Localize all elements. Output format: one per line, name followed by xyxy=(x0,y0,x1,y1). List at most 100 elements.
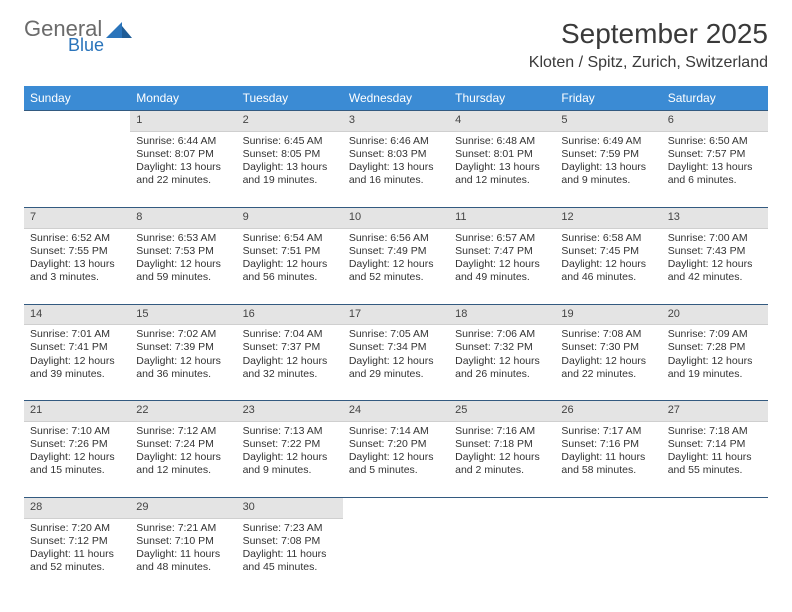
day-number-cell: 26 xyxy=(555,401,661,422)
daylight-text-2: and 3 minutes. xyxy=(30,271,124,284)
col-wednesday: Wednesday xyxy=(343,86,449,111)
sunset-text: Sunset: 7:12 PM xyxy=(30,535,124,548)
week-daynum-row: 282930 xyxy=(24,498,768,519)
day-details-cell: Sunrise: 7:17 AMSunset: 7:16 PMDaylight:… xyxy=(555,422,661,498)
daylight-text-2: and 58 minutes. xyxy=(561,464,655,477)
day-details-cell: Sunrise: 7:13 AMSunset: 7:22 PMDaylight:… xyxy=(237,422,343,498)
sunset-text: Sunset: 7:24 PM xyxy=(136,438,230,451)
sunrise-text: Sunrise: 7:00 AM xyxy=(668,232,762,245)
col-monday: Monday xyxy=(130,86,236,111)
day-number-cell: 19 xyxy=(555,304,661,325)
day-details-cell: Sunrise: 7:09 AMSunset: 7:28 PMDaylight:… xyxy=(662,325,768,401)
daylight-text-2: and 32 minutes. xyxy=(243,368,337,381)
day-number-cell: 21 xyxy=(24,401,130,422)
day-number-cell: 28 xyxy=(24,498,130,519)
sunset-text: Sunset: 7:45 PM xyxy=(561,245,655,258)
daylight-text-1: Daylight: 12 hours xyxy=(561,258,655,271)
sunrise-text: Sunrise: 7:14 AM xyxy=(349,425,443,438)
daylight-text-1: Daylight: 11 hours xyxy=(136,548,230,561)
col-tuesday: Tuesday xyxy=(237,86,343,111)
sunset-text: Sunset: 7:30 PM xyxy=(561,341,655,354)
sunset-text: Sunset: 7:28 PM xyxy=(668,341,762,354)
daylight-text-1: Daylight: 12 hours xyxy=(243,258,337,271)
sunset-text: Sunset: 7:49 PM xyxy=(349,245,443,258)
sunrise-text: Sunrise: 7:06 AM xyxy=(455,328,549,341)
day-details-cell: Sunrise: 6:58 AMSunset: 7:45 PMDaylight:… xyxy=(555,228,661,304)
sunrise-text: Sunrise: 6:45 AM xyxy=(243,135,337,148)
daylight-text-2: and 52 minutes. xyxy=(30,561,124,574)
sunset-text: Sunset: 7:59 PM xyxy=(561,148,655,161)
sunset-text: Sunset: 7:34 PM xyxy=(349,341,443,354)
day-number-cell: 15 xyxy=(130,304,236,325)
day-number-cell: 1 xyxy=(130,111,236,132)
sunset-text: Sunset: 8:05 PM xyxy=(243,148,337,161)
sunset-text: Sunset: 8:07 PM xyxy=(136,148,230,161)
sunset-text: Sunset: 7:43 PM xyxy=(668,245,762,258)
day-details-cell: Sunrise: 7:05 AMSunset: 7:34 PMDaylight:… xyxy=(343,325,449,401)
day-number-cell: 20 xyxy=(662,304,768,325)
day-number-cell: 9 xyxy=(237,207,343,228)
day-details-cell: Sunrise: 7:18 AMSunset: 7:14 PMDaylight:… xyxy=(662,422,768,498)
sunrise-text: Sunrise: 6:53 AM xyxy=(136,232,230,245)
sunset-text: Sunset: 7:26 PM xyxy=(30,438,124,451)
daylight-text-1: Daylight: 12 hours xyxy=(30,355,124,368)
day-number-cell: 6 xyxy=(662,111,768,132)
day-details-cell: Sunrise: 6:44 AMSunset: 8:07 PMDaylight:… xyxy=(130,131,236,207)
day-number-cell: 18 xyxy=(449,304,555,325)
sunrise-text: Sunrise: 7:16 AM xyxy=(455,425,549,438)
sunrise-text: Sunrise: 7:10 AM xyxy=(30,425,124,438)
sunset-text: Sunset: 7:10 PM xyxy=(136,535,230,548)
week-daynum-row: 21222324252627 xyxy=(24,401,768,422)
sunrise-text: Sunrise: 6:58 AM xyxy=(561,232,655,245)
day-number-cell: 17 xyxy=(343,304,449,325)
day-number-cell: 11 xyxy=(449,207,555,228)
sunrise-text: Sunrise: 6:57 AM xyxy=(455,232,549,245)
sunset-text: Sunset: 7:22 PM xyxy=(243,438,337,451)
day-details-cell: Sunrise: 6:52 AMSunset: 7:55 PMDaylight:… xyxy=(24,228,130,304)
day-number-cell: 16 xyxy=(237,304,343,325)
day-details-cell xyxy=(343,518,449,594)
day-details-cell: Sunrise: 7:00 AMSunset: 7:43 PMDaylight:… xyxy=(662,228,768,304)
daylight-text-1: Daylight: 13 hours xyxy=(455,161,549,174)
daylight-text-2: and 45 minutes. xyxy=(243,561,337,574)
daylight-text-1: Daylight: 12 hours xyxy=(349,258,443,271)
sunrise-text: Sunrise: 6:56 AM xyxy=(349,232,443,245)
sunset-text: Sunset: 7:16 PM xyxy=(561,438,655,451)
col-friday: Friday xyxy=(555,86,661,111)
sunset-text: Sunset: 7:51 PM xyxy=(243,245,337,258)
col-saturday: Saturday xyxy=(662,86,768,111)
sunset-text: Sunset: 7:14 PM xyxy=(668,438,762,451)
day-number-cell xyxy=(662,498,768,519)
sunrise-text: Sunrise: 6:44 AM xyxy=(136,135,230,148)
page-title: September 2025 xyxy=(529,18,768,50)
daylight-text-2: and 48 minutes. xyxy=(136,561,230,574)
day-details-cell: Sunrise: 6:49 AMSunset: 7:59 PMDaylight:… xyxy=(555,131,661,207)
daylight-text-2: and 12 minutes. xyxy=(455,174,549,187)
day-number-cell: 30 xyxy=(237,498,343,519)
logo: General Blue xyxy=(24,18,132,54)
day-number-cell: 4 xyxy=(449,111,555,132)
day-number-cell: 29 xyxy=(130,498,236,519)
sunset-text: Sunset: 7:39 PM xyxy=(136,341,230,354)
day-details-cell: Sunrise: 7:06 AMSunset: 7:32 PMDaylight:… xyxy=(449,325,555,401)
daylight-text-1: Daylight: 13 hours xyxy=(243,161,337,174)
daylight-text-1: Daylight: 11 hours xyxy=(30,548,124,561)
daylight-text-2: and 59 minutes. xyxy=(136,271,230,284)
sunset-text: Sunset: 7:53 PM xyxy=(136,245,230,258)
day-details-cell: Sunrise: 7:21 AMSunset: 7:10 PMDaylight:… xyxy=(130,518,236,594)
daylight-text-1: Daylight: 12 hours xyxy=(349,451,443,464)
sunset-text: Sunset: 7:18 PM xyxy=(455,438,549,451)
day-number-cell: 5 xyxy=(555,111,661,132)
sunrise-text: Sunrise: 7:05 AM xyxy=(349,328,443,341)
daylight-text-1: Daylight: 12 hours xyxy=(243,355,337,368)
sunset-text: Sunset: 7:57 PM xyxy=(668,148,762,161)
day-details-cell xyxy=(24,131,130,207)
sunrise-text: Sunrise: 6:54 AM xyxy=(243,232,337,245)
sunrise-text: Sunrise: 7:09 AM xyxy=(668,328,762,341)
col-thursday: Thursday xyxy=(449,86,555,111)
daylight-text-1: Daylight: 12 hours xyxy=(455,258,549,271)
day-details-cell: Sunrise: 7:04 AMSunset: 7:37 PMDaylight:… xyxy=(237,325,343,401)
week-details-row: Sunrise: 7:10 AMSunset: 7:26 PM Daylight:… xyxy=(24,422,768,498)
daylight-text-2: and 39 minutes. xyxy=(30,368,124,381)
day-number-cell: 8 xyxy=(130,207,236,228)
